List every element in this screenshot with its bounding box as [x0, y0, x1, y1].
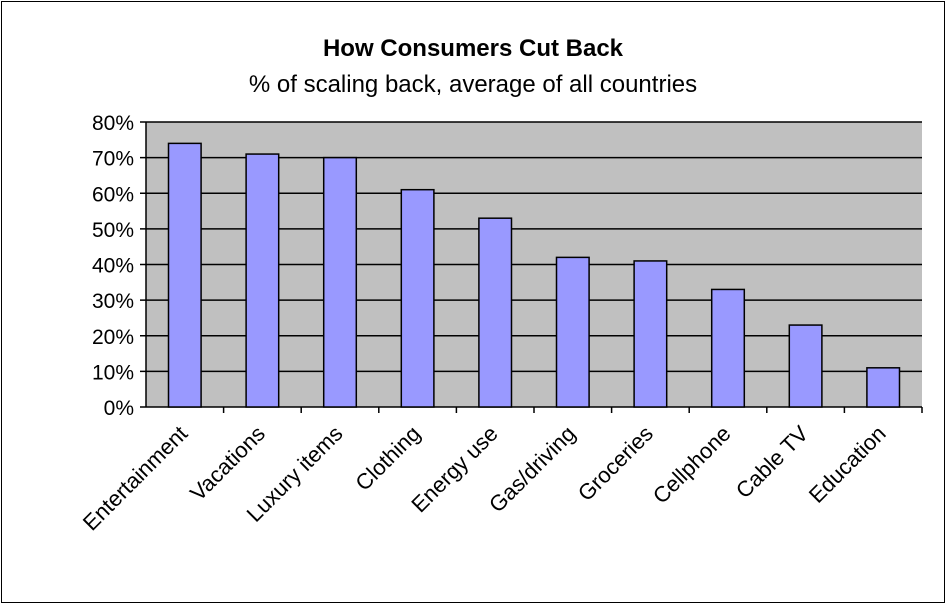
- chart-subtitle: % of scaling back, average of all countr…: [249, 71, 697, 98]
- y-tick-label: 30%: [92, 290, 134, 313]
- bar: [866, 367, 901, 408]
- x-tick-label: Groceries: [573, 421, 658, 506]
- x-tick-label: Education: [804, 421, 891, 508]
- bar: [322, 156, 358, 408]
- y-tick-label: 80%: [92, 112, 134, 135]
- bar: [478, 217, 513, 408]
- y-tick-label: 40%: [92, 255, 134, 278]
- y-tick-label: 50%: [92, 219, 134, 242]
- x-tick-label: Cable TV: [731, 421, 813, 503]
- bar: [710, 288, 746, 408]
- bar: [555, 256, 590, 408]
- x-tick-label: Clothing: [350, 421, 425, 496]
- bar: [400, 188, 435, 408]
- y-tick-label: 60%: [92, 183, 134, 206]
- plot-area: 0%10%20%30%40%50%60%70%80%EntertainmentV…: [78, 112, 923, 536]
- y-tick-label: 0%: [104, 397, 134, 420]
- y-tick-label: 20%: [92, 326, 134, 349]
- x-tick-label: Cellphone: [648, 421, 736, 509]
- bar: [167, 142, 202, 408]
- chart-title: How Consumers Cut Back: [323, 35, 624, 62]
- bar: [245, 153, 280, 408]
- y-tick-label: 70%: [92, 148, 134, 171]
- x-tick-label: Entertainment: [78, 421, 193, 536]
- bar: [788, 324, 823, 408]
- y-tick-label: 10%: [92, 361, 134, 384]
- bar: [633, 260, 668, 408]
